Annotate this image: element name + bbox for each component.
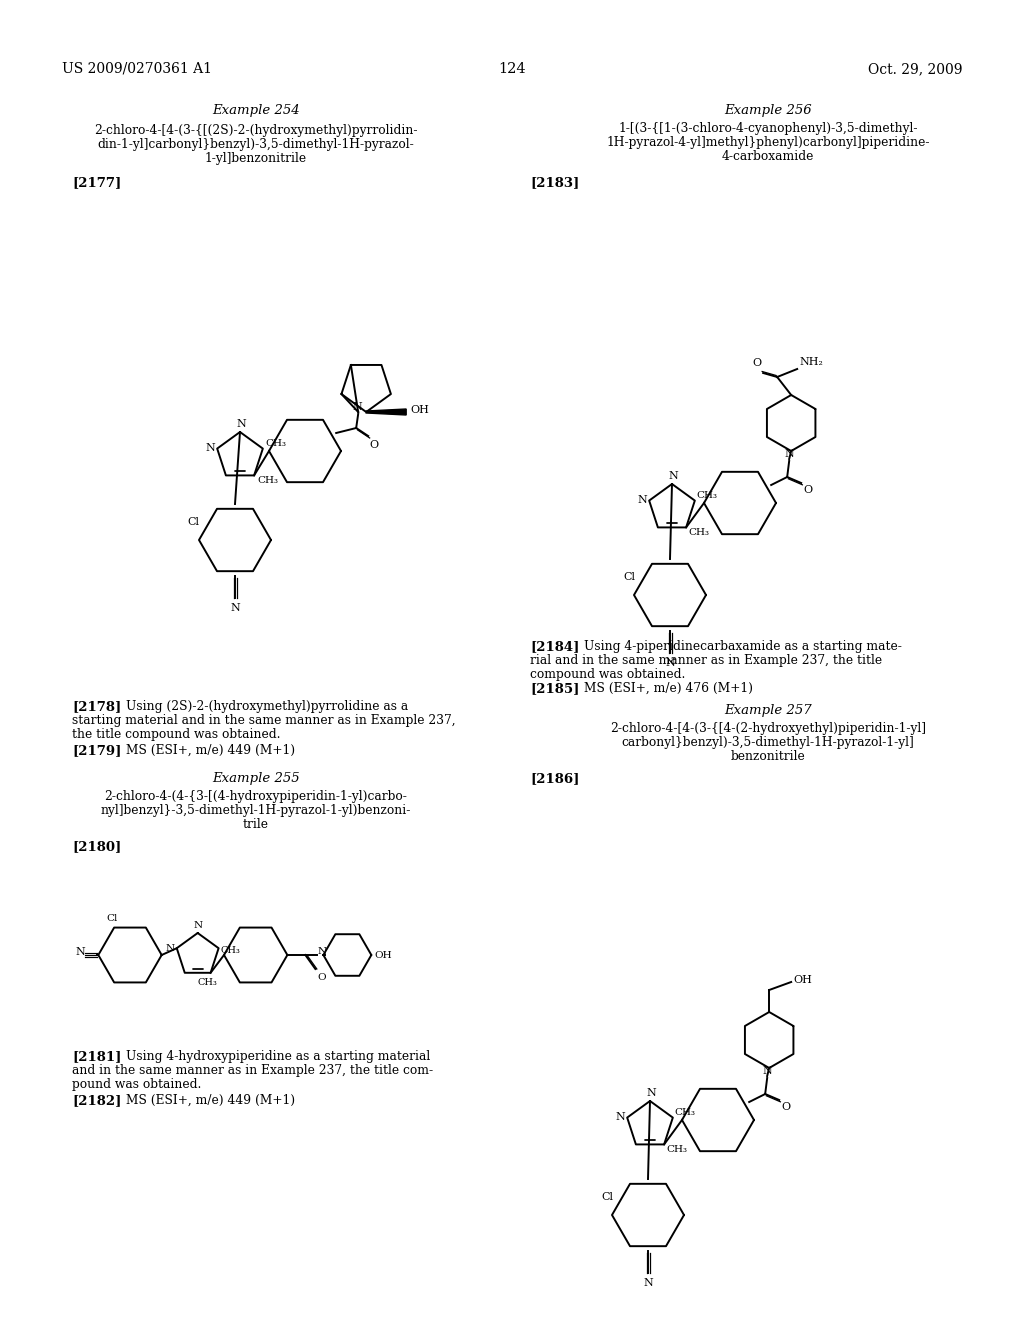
Text: CH₃: CH₃: [257, 477, 279, 486]
Text: [2179]: [2179]: [72, 744, 122, 756]
Text: O: O: [317, 973, 326, 982]
Text: N: N: [666, 657, 675, 668]
Text: N: N: [646, 1088, 656, 1098]
Text: N: N: [237, 418, 246, 429]
Text: US 2009/0270361 A1: US 2009/0270361 A1: [62, 62, 212, 77]
Text: 2-chloro-4-(4-{3-[(4-hydroxypiperidin-1-yl)carbo-: 2-chloro-4-(4-{3-[(4-hydroxypiperidin-1-…: [104, 789, 408, 803]
Text: din-1-yl]carbonyl}benzyl)-3,5-dimethyl-1H-pyrazol-: din-1-yl]carbonyl}benzyl)-3,5-dimethyl-1…: [97, 139, 415, 150]
Text: OH: OH: [375, 950, 392, 960]
Polygon shape: [367, 409, 407, 414]
Text: N: N: [784, 449, 794, 459]
Text: CH₃: CH₃: [666, 1146, 687, 1155]
Text: CH₃: CH₃: [266, 438, 287, 447]
Text: [2186]: [2186]: [530, 772, 580, 785]
Text: MS (ESI+, m/e) 449 (M+1): MS (ESI+, m/e) 449 (M+1): [126, 744, 295, 756]
Text: CH₃: CH₃: [198, 978, 217, 987]
Text: N: N: [643, 1278, 653, 1288]
Text: carbonyl}benzyl)-3,5-dimethyl-1H-pyrazol-1-yl]: carbonyl}benzyl)-3,5-dimethyl-1H-pyrazol…: [622, 737, 914, 748]
Text: N: N: [230, 603, 240, 612]
Text: N: N: [668, 471, 678, 480]
Text: N: N: [762, 1067, 772, 1076]
Text: Using 4-hydroxypiperidine as a starting material: Using 4-hydroxypiperidine as a starting …: [126, 1049, 430, 1063]
Text: [2181]: [2181]: [72, 1049, 122, 1063]
Text: [2184]: [2184]: [530, 640, 580, 653]
Text: CH₃: CH₃: [675, 1107, 696, 1117]
Text: starting material and in the same manner as in Example 237,: starting material and in the same manner…: [72, 714, 456, 727]
Text: MS (ESI+, m/e) 476 (M+1): MS (ESI+, m/e) 476 (M+1): [584, 682, 753, 696]
Text: OH: OH: [794, 975, 812, 985]
Text: rial and in the same manner as in Example 237, the title: rial and in the same manner as in Exampl…: [530, 653, 882, 667]
Text: Cl: Cl: [602, 1192, 613, 1203]
Text: CH₃: CH₃: [220, 946, 241, 956]
Text: pound was obtained.: pound was obtained.: [72, 1078, 202, 1092]
Text: Example 255: Example 255: [212, 772, 300, 785]
Text: 1-yl]benzonitrile: 1-yl]benzonitrile: [205, 152, 307, 165]
Text: N: N: [352, 403, 362, 412]
Text: CH₃: CH₃: [688, 528, 709, 537]
Text: the title compound was obtained.: the title compound was obtained.: [72, 729, 281, 741]
Text: N: N: [317, 946, 327, 956]
Text: O: O: [803, 484, 812, 495]
Text: 124: 124: [499, 62, 525, 77]
Text: O: O: [370, 440, 378, 450]
Text: Cl: Cl: [106, 913, 118, 923]
Text: Example 256: Example 256: [724, 104, 812, 117]
Text: N: N: [75, 946, 85, 957]
Text: N: N: [637, 495, 647, 504]
Text: [2180]: [2180]: [72, 840, 121, 853]
Text: [2177]: [2177]: [72, 176, 121, 189]
Text: Using (2S)-2-(hydroxymethyl)pyrrolidine as a: Using (2S)-2-(hydroxymethyl)pyrrolidine …: [126, 700, 409, 713]
Text: N: N: [615, 1111, 626, 1122]
Text: Example 254: Example 254: [212, 104, 300, 117]
Text: O: O: [781, 1102, 791, 1111]
Text: N: N: [194, 921, 203, 931]
Text: OH: OH: [411, 405, 429, 414]
Text: NH₂: NH₂: [799, 356, 823, 367]
Text: [2178]: [2178]: [72, 700, 121, 713]
Text: N: N: [166, 944, 175, 953]
Text: MS (ESI+, m/e) 449 (M+1): MS (ESI+, m/e) 449 (M+1): [126, 1094, 295, 1107]
Text: benzonitrile: benzonitrile: [731, 750, 805, 763]
Text: Cl: Cl: [624, 572, 636, 582]
Text: 4-carboxamide: 4-carboxamide: [722, 150, 814, 162]
Text: [2183]: [2183]: [530, 176, 580, 189]
Text: nyl]benzyl}-3,5-dimethyl-1H-pyrazol-1-yl)benzoni-: nyl]benzyl}-3,5-dimethyl-1H-pyrazol-1-yl…: [100, 804, 412, 817]
Text: Cl: Cl: [187, 517, 200, 527]
Text: Using 4-piperidinecarbaxamide as a starting mate-: Using 4-piperidinecarbaxamide as a start…: [584, 640, 902, 653]
Text: N: N: [206, 442, 215, 453]
Text: [2182]: [2182]: [72, 1094, 122, 1107]
Text: [2185]: [2185]: [530, 682, 580, 696]
Text: trile: trile: [243, 818, 269, 832]
Text: and in the same manner as in Example 237, the title com-: and in the same manner as in Example 237…: [72, 1064, 433, 1077]
Text: 2-chloro-4-[4-(3-{[(2S)-2-(hydroxymethyl)pyrrolidin-: 2-chloro-4-[4-(3-{[(2S)-2-(hydroxymethyl…: [94, 124, 418, 137]
Text: compound was obtained.: compound was obtained.: [530, 668, 685, 681]
Text: Example 257: Example 257: [724, 704, 812, 717]
Text: 1H-pyrazol-4-yl]methyl}phenyl)carbonyl]piperidine-: 1H-pyrazol-4-yl]methyl}phenyl)carbonyl]p…: [606, 136, 930, 149]
Text: Oct. 29, 2009: Oct. 29, 2009: [867, 62, 962, 77]
Text: 1-[(3-{[1-(3-chloro-4-cyanophenyl)-3,5-dimethyl-: 1-[(3-{[1-(3-chloro-4-cyanophenyl)-3,5-d…: [618, 121, 918, 135]
Text: CH₃: CH₃: [696, 491, 718, 499]
Text: 2-chloro-4-[4-(3-{[4-(2-hydroxyethyl)piperidin-1-yl]: 2-chloro-4-[4-(3-{[4-(2-hydroxyethyl)pip…: [610, 722, 926, 735]
Text: O: O: [752, 358, 761, 368]
